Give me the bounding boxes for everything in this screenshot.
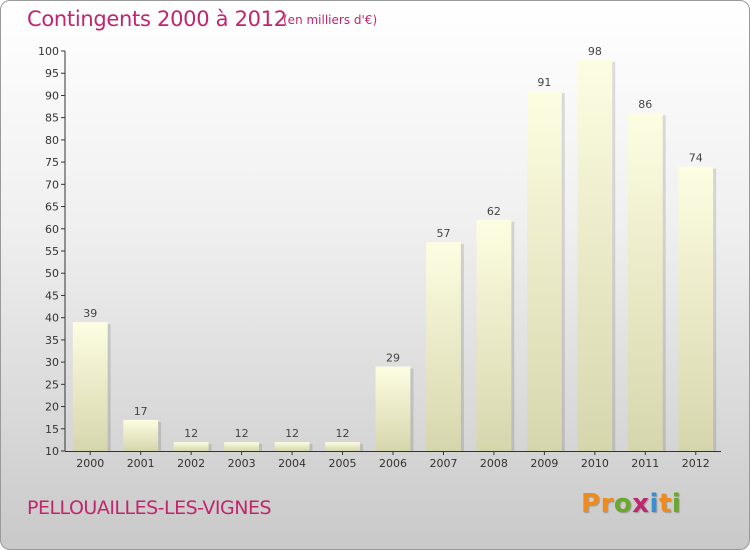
y-tick-label: 65 — [45, 201, 59, 214]
bar-value-label: 86 — [638, 98, 652, 111]
y-tick-label: 100 — [38, 45, 59, 58]
y-tick-label: 95 — [45, 67, 59, 80]
chart-title: Contingents 2000 à 2012 — [27, 7, 287, 31]
bar-value-label: 62 — [487, 205, 501, 218]
bar-value-label: 39 — [83, 307, 97, 320]
bar-value-label: 74 — [689, 152, 703, 165]
y-tick-label: 10 — [45, 445, 59, 458]
bar — [678, 166, 714, 452]
x-tick-label: 2011 — [631, 457, 659, 470]
x-axis: 2000 2001 2002 2003 2004 2005 2006 2007 2008 2009… — [65, 451, 721, 470]
chart-unit: (en milliers d'€) — [283, 13, 378, 27]
y-tick-label: 45 — [45, 289, 59, 302]
x-tick-label: 2006 — [379, 457, 407, 470]
bar — [426, 242, 461, 451]
x-tick-label: 2007 — [429, 457, 457, 470]
bar — [173, 442, 209, 451]
x-tick-label: 2004 — [278, 457, 306, 470]
y-tick-label: 80 — [45, 134, 59, 147]
bars: 39 17 12 12 12 12 29 57 62 91 98 86 74 — [72, 45, 717, 452]
x-tick-label: 2012 — [682, 457, 710, 470]
bar — [72, 322, 108, 451]
y-tick-label: 60 — [45, 223, 59, 236]
y-tick-label: 25 — [45, 378, 59, 391]
bar-value-label: 12 — [336, 427, 350, 440]
proxiti-logo: Proxiti — [581, 489, 681, 519]
bar-value-label: 98 — [588, 45, 602, 58]
y-tick-label: 35 — [45, 334, 59, 347]
y-tick-label: 70 — [45, 178, 59, 191]
logo-letter: r — [600, 489, 614, 519]
x-tick-label: 2003 — [228, 457, 256, 470]
y-tick-label: 15 — [45, 423, 59, 436]
logo-letter: x — [632, 489, 650, 519]
bar — [325, 442, 360, 451]
logo-letter: i — [649, 489, 659, 519]
bar — [123, 419, 159, 451]
bar — [274, 442, 310, 451]
logo-letter: i — [671, 489, 682, 519]
x-tick-label: 2002 — [177, 457, 205, 470]
logo-letter: P — [581, 489, 601, 519]
bar — [224, 442, 260, 451]
place-name: PELLOUAILLES-LES-VIGNES — [27, 497, 272, 519]
y-tick-label: 55 — [45, 245, 59, 258]
bar-value-label: 29 — [386, 352, 400, 365]
x-tick-label: 2009 — [530, 457, 558, 470]
bar — [577, 59, 613, 452]
bar-value-label: 91 — [537, 76, 551, 89]
y-tick-label: 75 — [45, 156, 59, 169]
x-tick-label: 2010 — [581, 457, 609, 470]
bar — [476, 219, 512, 451]
bar-value-label: 57 — [436, 227, 450, 240]
y-tick-label: 40 — [45, 312, 59, 325]
y-tick-label: 90 — [45, 89, 59, 102]
x-tick-label: 2001 — [127, 457, 155, 470]
y-tick-label: 30 — [45, 356, 59, 369]
bar — [375, 366, 411, 451]
x-tick-label: 2000 — [76, 457, 104, 470]
logo-letter: t — [658, 489, 672, 519]
logo-letter: o — [613, 489, 633, 519]
bar-value-label: 12 — [285, 427, 299, 440]
x-tick-label: 2005 — [329, 457, 357, 470]
bar-value-label: 12 — [184, 427, 198, 440]
bar-value-label: 17 — [134, 405, 148, 418]
bar — [627, 113, 663, 451]
y-axis: 10 15 20 25 30 35 40 45 50 55 60 65 70 75 80 85 90 95 100 — [38, 45, 66, 458]
y-tick-label: 20 — [45, 401, 59, 414]
y-tick-label: 50 — [45, 267, 59, 280]
bar-value-label: 12 — [235, 427, 249, 440]
y-tick-label: 85 — [45, 112, 59, 125]
bar — [526, 91, 562, 451]
x-tick-label: 2008 — [480, 457, 508, 470]
